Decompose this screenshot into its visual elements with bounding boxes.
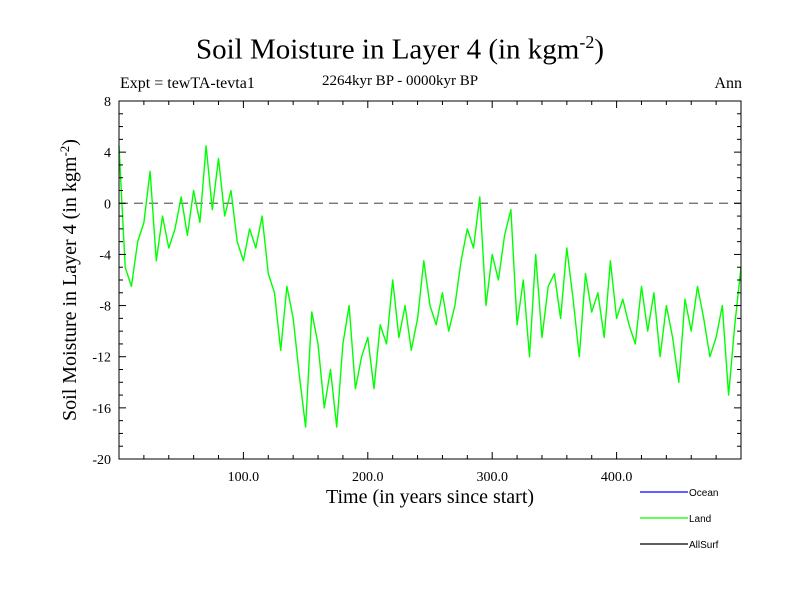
y-tick-label: 8 <box>104 95 111 110</box>
legend: Ocean Land AllSurf <box>640 488 719 551</box>
x-tick-label: 200.0 <box>352 470 384 485</box>
legend-label-allsurf: AllSurf <box>689 540 719 551</box>
experiment-label: Expt = tewTA-tevta1 <box>120 75 255 92</box>
series-line-land <box>118 145 742 428</box>
y-tick-label: -4 <box>99 248 111 263</box>
y-tick-label: -16 <box>92 402 111 417</box>
y-tick-label: -12 <box>92 351 111 366</box>
chart-title: Soil Moisture in Layer 4 (in kgm-2) <box>195 32 605 66</box>
x-tick-label: 300.0 <box>476 470 508 485</box>
x-axis-title: Time (in years since start) <box>326 486 534 508</box>
plot-frame <box>118 100 742 460</box>
y-tick-label: 0 <box>104 197 111 212</box>
legend-label-land: Land <box>689 514 711 525</box>
x-tick-label: 400.0 <box>601 470 633 485</box>
period-label: 2264kyr BP - 0000kyr BP <box>321 73 479 89</box>
y-axis-title: Soil Moisture in Layer 4 (in kgm-2) <box>57 139 82 421</box>
x-tick-label: 100.0 <box>228 470 260 485</box>
y-tick-label: -8 <box>99 300 111 315</box>
legend-label-ocean: Ocean <box>689 488 718 499</box>
season-label: Ann <box>714 75 742 92</box>
y-tick-label: 4 <box>104 146 111 161</box>
y-tick-label: -20 <box>92 453 111 468</box>
